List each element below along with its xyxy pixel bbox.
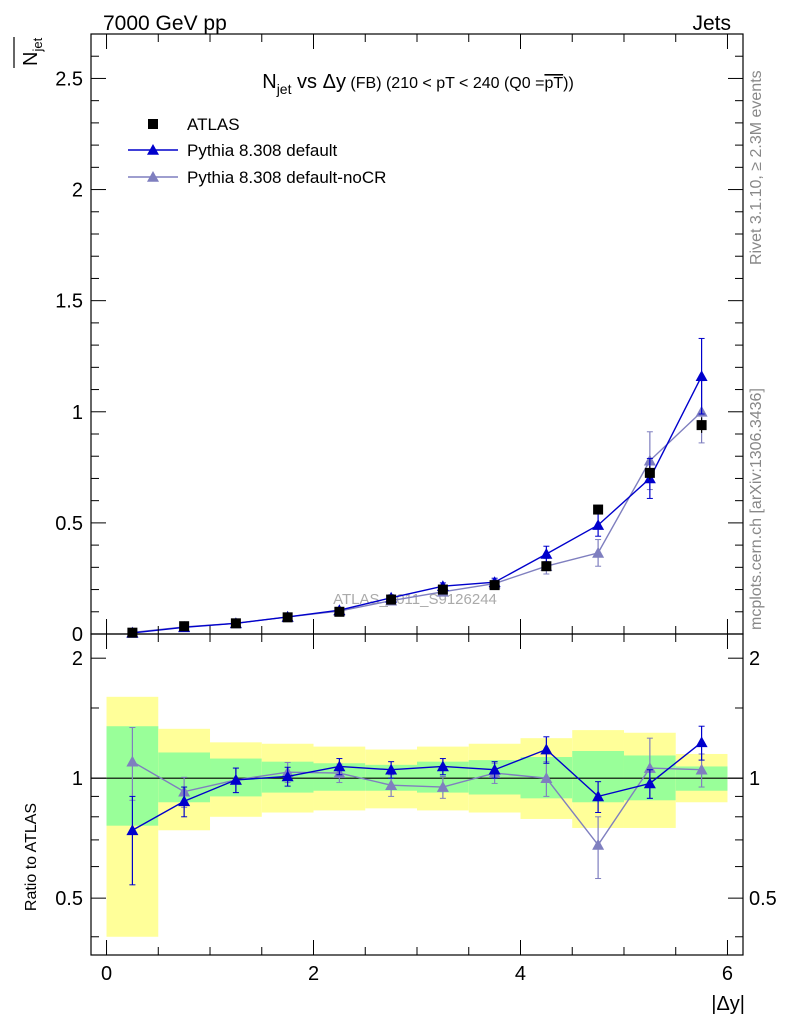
ratio-point xyxy=(540,743,553,755)
ratio-point xyxy=(281,770,294,782)
ratio-point xyxy=(592,838,605,850)
pythia-point xyxy=(540,548,553,559)
title-cond: (210 < pT < 240 (Q0 = xyxy=(382,75,545,92)
pythia-point xyxy=(592,546,605,558)
title-end: )) xyxy=(563,75,574,92)
ratio-point xyxy=(592,790,605,802)
ratio-point xyxy=(436,781,449,792)
ratio-point xyxy=(695,763,708,775)
atlas-point xyxy=(644,467,655,478)
title-over: pT xyxy=(544,75,563,92)
ratio-ytick-label: 2 xyxy=(72,648,83,670)
atlas-point xyxy=(179,621,190,632)
legend: ATLAS Pythia 8.308 default Pythia 8.308 de… xyxy=(128,115,386,187)
atlas-point xyxy=(696,420,707,431)
ratio-point xyxy=(436,760,449,772)
ratio-ylabel: Ratio to ATLAS xyxy=(23,803,40,911)
main-ytick-label: 0.5 xyxy=(55,513,83,535)
ratio-ytick-label-right: 2 xyxy=(749,648,760,670)
ratio-ytick-label-right: 0.5 xyxy=(749,888,777,910)
title-rest: vs Δy xyxy=(291,71,345,93)
header-right: Jets xyxy=(692,12,731,35)
ratio-ytick-label: 0.5 xyxy=(55,888,83,910)
main-ytick-label: 2.5 xyxy=(55,68,83,90)
ratio-line xyxy=(132,741,703,831)
ratio-point xyxy=(540,772,553,783)
legend-marker-atlas xyxy=(148,119,158,129)
atlas-point xyxy=(230,618,241,629)
title-main: N xyxy=(262,71,276,93)
ratio-point xyxy=(178,795,191,807)
main-ytick-label: 1 xyxy=(72,402,83,424)
title-sub: jet xyxy=(276,81,292,97)
main-series-group xyxy=(126,337,708,638)
ratio-point xyxy=(229,773,242,785)
atlas-point xyxy=(593,504,604,515)
ratio-ytick-label-right: 1 xyxy=(749,768,760,790)
legend-marker xyxy=(147,171,159,182)
legend-entry: Pythia 8.308 default-noCR xyxy=(187,168,386,187)
ratio-ytick-label: 1 xyxy=(72,768,83,790)
atlas-point xyxy=(127,627,138,638)
legend-marker xyxy=(147,144,159,155)
ratio-point xyxy=(126,755,139,767)
main-ytick-label: 1.5 xyxy=(55,291,83,313)
ratio-xtick-label: 2 xyxy=(308,963,319,985)
ratio-xtick-label: 4 xyxy=(515,963,526,985)
xlabel: |Δy| xyxy=(711,993,745,1015)
ratio-series-group xyxy=(126,725,708,886)
ratio-point xyxy=(643,777,656,789)
atlas-point xyxy=(282,612,293,623)
main-line-1 xyxy=(132,375,703,634)
main-axes: 0 0.5 1 1.5 2 2.5 xyxy=(55,33,744,646)
ratio-axes: 0.5 0.5 1 1 2 2 0 2 4 6 xyxy=(55,633,777,985)
ratio-point xyxy=(695,736,708,748)
ratio-xtick-label: 0 xyxy=(101,963,112,985)
ylabel-sub: jet xyxy=(30,37,45,52)
main-title: Njet vs Δy (FB) (210 < pT < 240 (Q0 =pT)… xyxy=(262,71,574,97)
title-small: (FB) xyxy=(346,75,382,92)
legend-entry: Pythia 8.308 default xyxy=(187,141,338,160)
ratio-line xyxy=(132,761,702,847)
ratio-point xyxy=(488,763,501,775)
atlas-point xyxy=(334,606,345,617)
ylabel-n: Njet xyxy=(20,37,45,66)
ratio-xtick-label: 6 xyxy=(722,963,733,985)
ratio-point xyxy=(385,779,398,791)
main-ylabel: Njet xyxy=(13,37,45,68)
ratio-point xyxy=(333,760,346,772)
header-left: 7000 GeV pp xyxy=(103,12,227,35)
mcplots-label: mcplots.cern.ch [arXiv:1306.3436] xyxy=(748,388,765,630)
legend-entry: ATLAS xyxy=(187,115,240,134)
main-ytick-label: 0 xyxy=(72,624,83,646)
atlas-point xyxy=(489,580,500,591)
atlas-point xyxy=(437,584,448,595)
pythia-point xyxy=(695,370,708,382)
main-ytick-label: 2 xyxy=(72,180,83,202)
ratio-bands xyxy=(91,696,743,937)
ratio-series-0 xyxy=(126,725,708,886)
main-series-0 xyxy=(127,417,707,638)
pythia-point xyxy=(592,519,605,530)
atlas-point xyxy=(386,594,397,605)
ratio-point xyxy=(385,763,398,775)
atlas-point xyxy=(541,561,552,572)
ratio-point xyxy=(126,824,139,836)
rivet-label: Rivet 3.1.10, ≥ 2.3M events xyxy=(748,70,765,265)
